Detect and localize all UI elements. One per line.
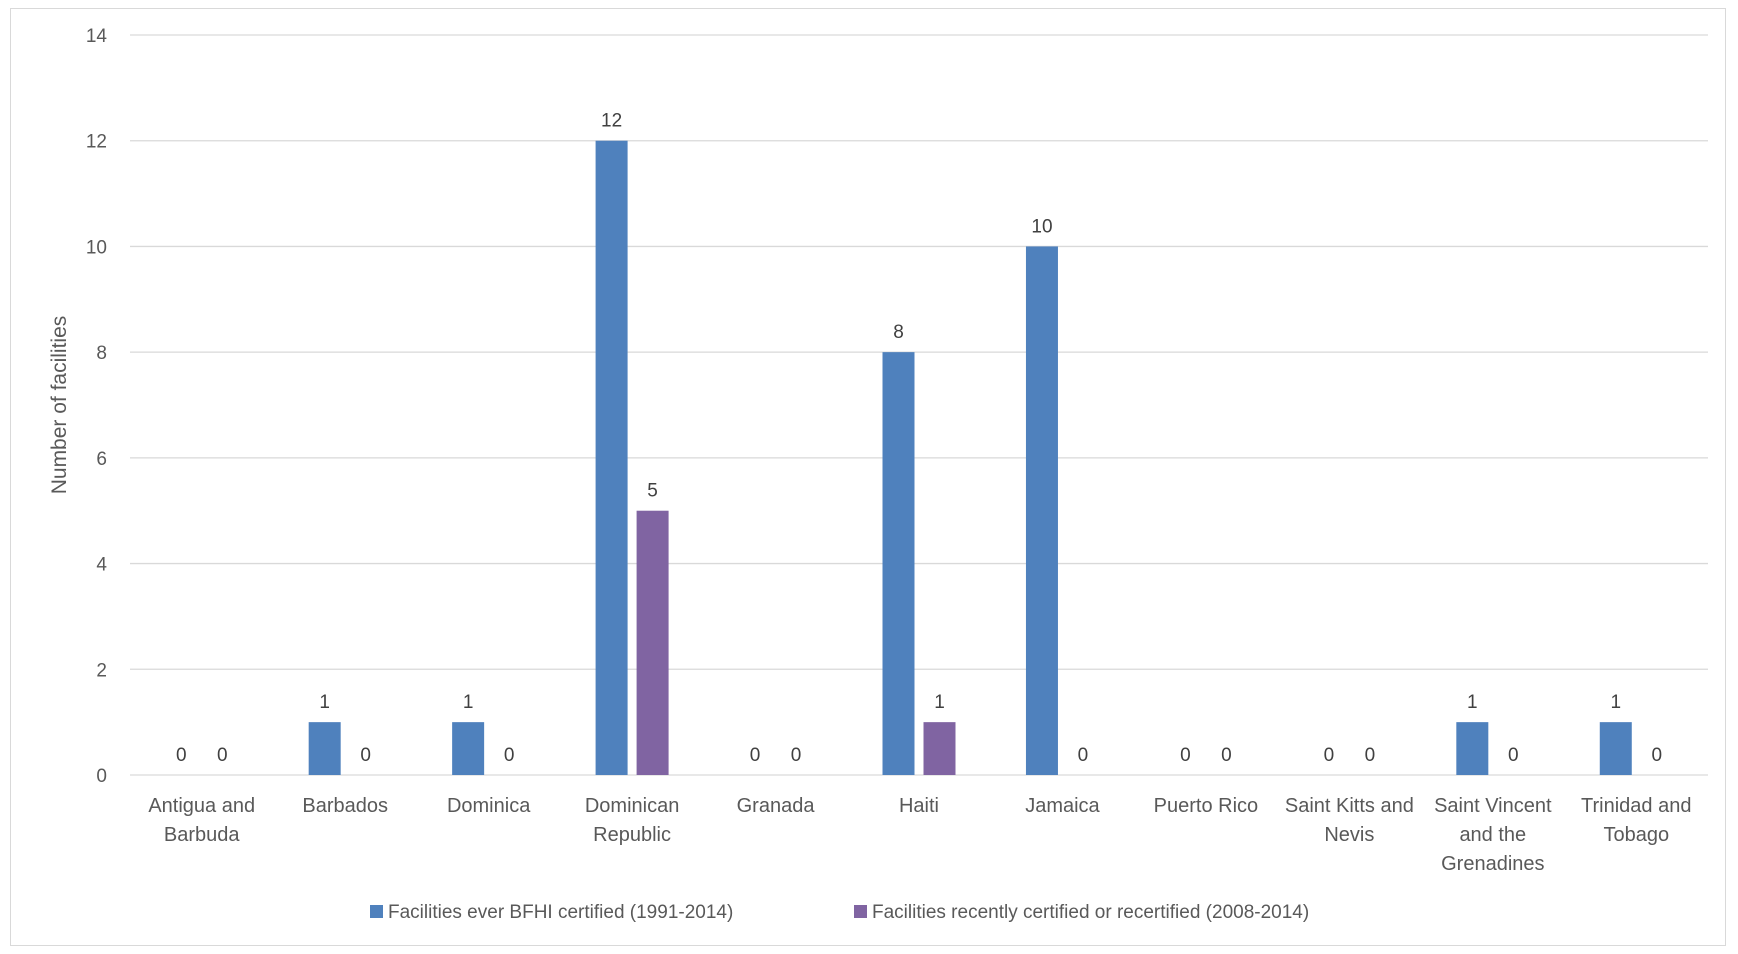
data-label: 5	[647, 481, 658, 502]
legend: Facilities ever BFHI certified (1991-201…	[370, 902, 1309, 923]
x-category-label: Puerto Rico	[1154, 795, 1259, 817]
data-label: 1	[319, 692, 330, 713]
data-label: 0	[217, 745, 228, 766]
x-category-label: Barbuda	[164, 824, 240, 846]
bar-ever-certified	[1025, 246, 1058, 775]
y-tick-label: 4	[96, 555, 107, 576]
x-category-label: Jamaica	[1025, 795, 1100, 817]
x-category-label: Haiti	[899, 795, 939, 817]
data-label: 10	[1031, 216, 1052, 237]
data-label: 1	[463, 692, 474, 713]
x-category-label: and the	[1459, 824, 1526, 846]
y-axis-ticks: 0 2 4 6 8 10 12 14	[86, 26, 108, 787]
legend-swatch	[370, 905, 383, 918]
legend-label: Facilities ever BFHI certified (1991-201…	[388, 902, 733, 923]
x-category-label: Trinidad and	[1581, 795, 1691, 817]
x-category-label: Granada	[737, 795, 816, 817]
y-axis-title: Number of facilities	[48, 316, 71, 495]
data-label: 0	[750, 745, 761, 766]
data-label: 1	[1467, 692, 1478, 713]
bar-ever-certified	[308, 722, 341, 775]
data-label: 0	[176, 745, 187, 766]
x-category-label: Barbados	[302, 795, 388, 817]
y-tick-label: 12	[86, 132, 107, 153]
y-tick-label: 2	[96, 660, 107, 681]
data-label: 0	[1508, 745, 1519, 766]
chart-frame	[10, 8, 1726, 946]
data-label: 0	[1324, 745, 1335, 766]
x-category-label: Saint Vincent	[1434, 795, 1552, 817]
data-label: 8	[893, 322, 904, 343]
y-tick-label: 10	[86, 237, 107, 258]
bar-recently-certified	[923, 722, 956, 775]
data-label: 0	[504, 745, 515, 766]
x-category-label: Grenadines	[1441, 853, 1544, 875]
data-label: 0	[1365, 745, 1376, 766]
x-category-label: Nevis	[1324, 824, 1374, 846]
data-label: 0	[1221, 745, 1232, 766]
y-tick-label: 14	[86, 26, 108, 47]
gridlines	[130, 34, 1708, 776]
data-label: 12	[601, 111, 622, 132]
bar-recently-certified	[636, 510, 669, 775]
data-label: 1	[934, 692, 945, 713]
bar-ever-certified	[595, 140, 628, 775]
data-label: 0	[1078, 745, 1089, 766]
bars	[308, 140, 1632, 775]
y-tick-label: 6	[96, 449, 107, 470]
x-category-label: Antigua and	[148, 795, 255, 817]
x-category-label: Dominica	[447, 795, 531, 817]
data-label: 0	[1180, 745, 1191, 766]
bar-ever-certified	[1599, 722, 1632, 775]
x-category-label: Saint Kitts and	[1285, 795, 1414, 817]
data-label: 0	[791, 745, 802, 766]
legend-swatch	[854, 905, 867, 918]
legend-label: Facilities recently certified or recerti…	[872, 902, 1309, 923]
bar-ever-certified	[882, 352, 915, 775]
bar-ever-certified	[452, 722, 485, 775]
x-category-label: Tobago	[1603, 824, 1669, 846]
data-label: 0	[1651, 745, 1662, 766]
y-tick-label: 0	[96, 766, 107, 787]
y-tick-label: 8	[96, 343, 107, 364]
x-axis-category-labels: Antigua and Barbuda Barbados Dominica Domini…	[148, 795, 1691, 875]
bar-ever-certified	[1456, 722, 1489, 775]
x-category-label: Republic	[593, 824, 671, 846]
data-label: 0	[360, 745, 371, 766]
data-label: 1	[1610, 692, 1621, 713]
x-category-label: Dominican	[585, 795, 679, 817]
